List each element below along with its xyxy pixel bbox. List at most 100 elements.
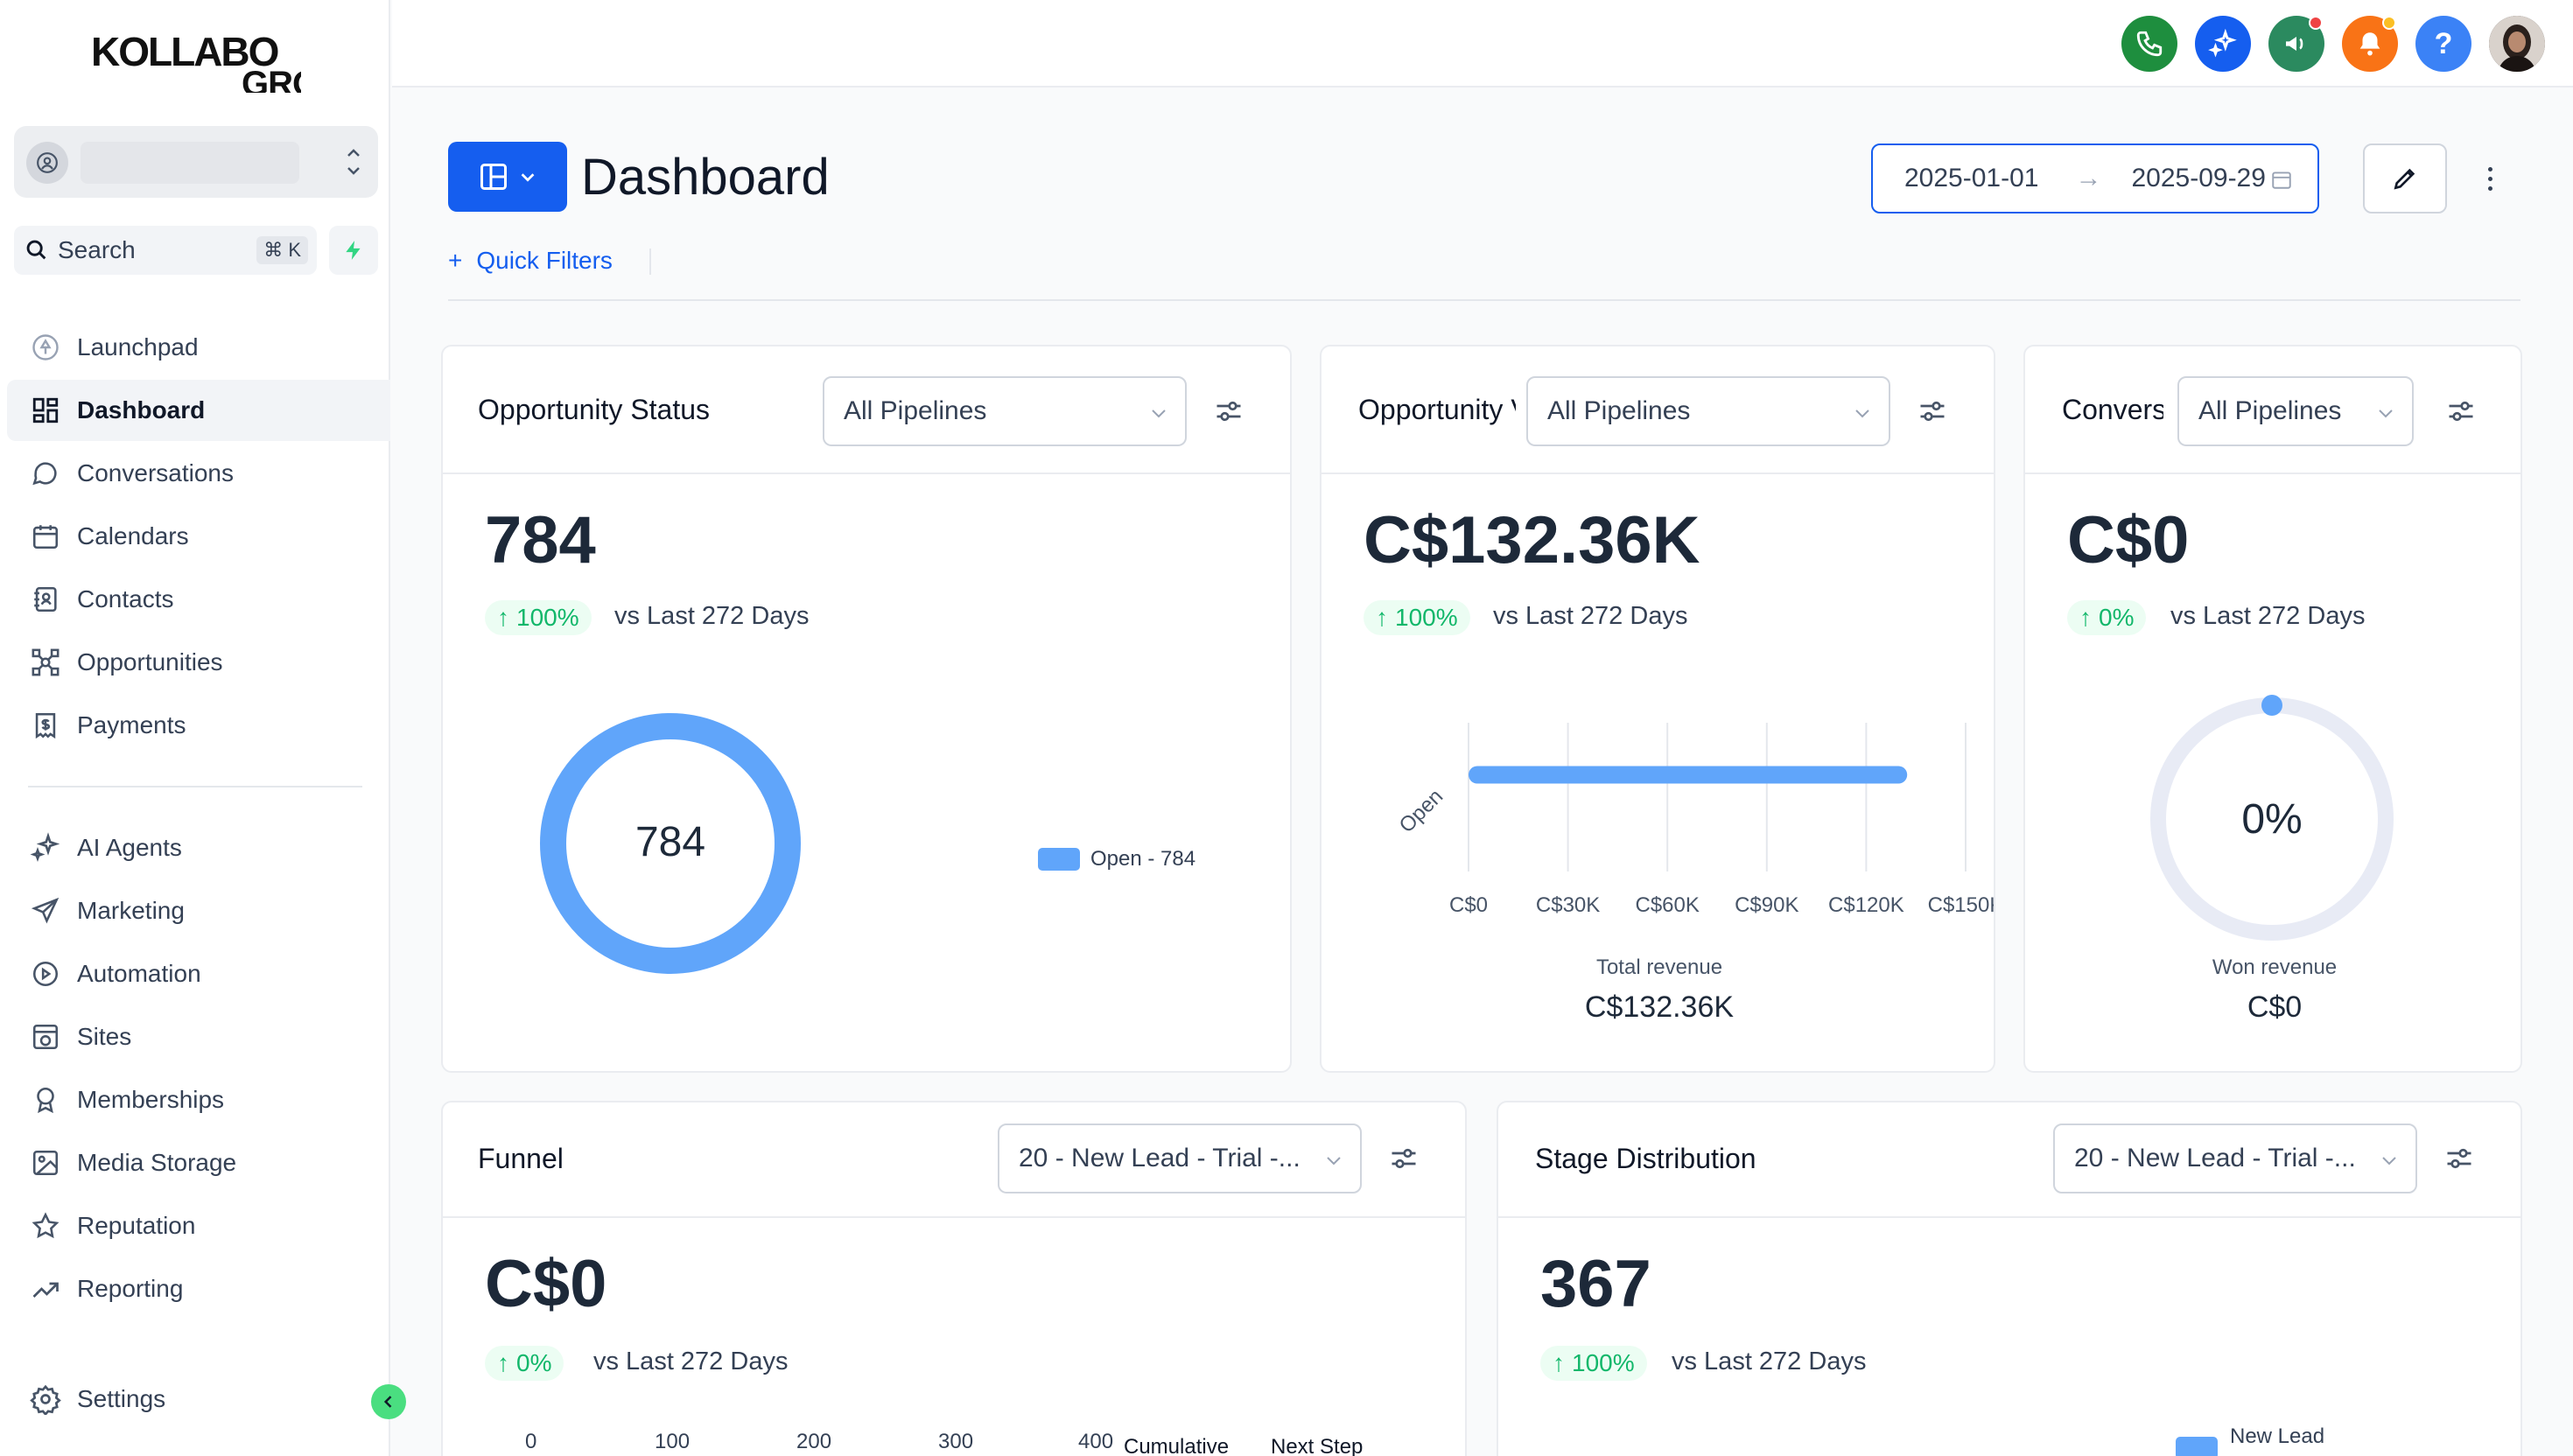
axis-tick: 0 [525, 1430, 537, 1453]
payments-receipt-icon [28, 708, 63, 743]
bar-open[interactable] [1469, 766, 1908, 784]
notifications-button[interactable] [2342, 16, 2398, 72]
chevron-down-icon [2382, 1157, 2396, 1166]
chat-bubble-icon [28, 456, 63, 491]
sidebar-item-memberships[interactable]: Memberships [7, 1069, 390, 1130]
gauge-indicator[interactable] [2261, 695, 2282, 716]
chevron-down-icon [521, 173, 535, 182]
footer-label: Won revenue [2212, 956, 2338, 979]
calendar-icon [2272, 172, 2291, 189]
filter-settings-icon[interactable] [1917, 396, 1948, 427]
help-icon: ? [2434, 26, 2453, 60]
card-title: Funnel [478, 1143, 564, 1174]
account-name [81, 142, 299, 184]
sidebar-item-ai-agents[interactable]: AI Agents [7, 817, 390, 878]
date-to[interactable]: 2025-09-29 [2131, 164, 2266, 192]
dashboard-switcher-button[interactable] [448, 142, 567, 212]
ai-assistant-button[interactable] [2195, 16, 2251, 72]
sidebar-item-dashboard[interactable]: Dashboard [7, 380, 390, 441]
chart-x-ticks: C$0 C$30K C$60K C$90K C$120K C$150K [1449, 893, 1995, 915]
pipeline-select[interactable]: All Pipelines [1526, 376, 1890, 446]
chevron-down-icon [1152, 410, 1166, 418]
date-range-picker[interactable]: 2025-01-01 → 2025-09-29 [1871, 144, 2319, 214]
quick-actions-button[interactable] [329, 226, 378, 275]
user-avatar[interactable] [2489, 16, 2545, 72]
sidebar: KOLLABO GROW Search ⌘ K Launchpad Dashbo… [0, 0, 390, 1456]
metric-value: 367 [1540, 1247, 1651, 1321]
brand-logo-line1: KOLLABO [91, 32, 279, 74]
filter-settings-icon[interactable] [1213, 396, 1244, 427]
sidebar-item-reputation[interactable]: Reputation [7, 1195, 390, 1256]
status-donut-chart: 784 [540, 713, 801, 974]
opportunity-value-card: Opportunity Value All Pipelines C$132.36… [1320, 345, 1995, 1073]
x-tick-label: C$150K [1928, 893, 1995, 915]
sidebar-item-label: Payments [77, 711, 186, 738]
account-switcher[interactable] [14, 126, 378, 198]
arrow-up-icon: ↑ [497, 604, 509, 631]
pipeline-select[interactable]: 20 - New Lead - Trial -... [2053, 1124, 2417, 1194]
ai-sparkle-icon [2208, 29, 2237, 58]
axis-tick: 100 [655, 1430, 691, 1453]
date-from[interactable]: 2025-01-01 [1904, 164, 2039, 192]
automation-icon [28, 956, 63, 991]
card-title: Opportunity Status [478, 394, 711, 425]
funnel-card: Funnel 20 - New Lead - Trial -... C$0 ↑ … [441, 1101, 1467, 1456]
sidebar-item-automation[interactable]: Automation [7, 943, 390, 1004]
filter-settings-icon[interactable] [2445, 396, 2477, 427]
sidebar-item-media-storage[interactable]: Media Storage [7, 1132, 390, 1194]
gauge-center-value: 0% [2241, 796, 2302, 843]
metric-value: C$0 [485, 1247, 607, 1321]
notification-dot [2382, 16, 2396, 30]
delta-badge: ↑ 0% [2067, 600, 2147, 635]
announcements-button[interactable] [2268, 16, 2324, 72]
pipeline-select[interactable]: All Pipelines [823, 376, 1187, 446]
footer-value: C$132.36K [1584, 990, 1735, 1024]
filter-settings-icon[interactable] [1388, 1143, 1420, 1174]
image-icon [28, 1145, 63, 1180]
sidebar-item-opportunities[interactable]: Opportunities [7, 632, 390, 693]
sidebar-item-label: Calendars [77, 522, 189, 550]
sidebar-item-conversations[interactable]: Conversations [7, 443, 390, 504]
collapse-sidebar-button[interactable] [371, 1384, 406, 1419]
sidebar-item-label: Launchpad [77, 333, 199, 360]
chart-y-categories: Open [1395, 785, 1448, 838]
divider [649, 248, 651, 275]
card-header: Opportunity Status All Pipelines [443, 346, 1290, 474]
sidebar-item-label: Settings [77, 1385, 166, 1412]
plus-icon: + [448, 247, 463, 274]
brand-logo[interactable]: KOLLABO GROW [91, 32, 301, 93]
comparison-label: vs Last 272 Days [614, 602, 810, 630]
quick-filters-button[interactable]: + Quick Filters [448, 247, 613, 275]
account-avatar-icon [26, 142, 68, 184]
axis-tick: 200 [796, 1430, 832, 1453]
sidebar-item-sites[interactable]: Sites [7, 1006, 390, 1068]
top-bar: ? [392, 0, 2573, 88]
donut-slice-open[interactable] [540, 713, 801, 974]
sidebar-item-contacts[interactable]: Contacts [7, 569, 390, 630]
sidebar-item-marketing[interactable]: Marketing [7, 880, 390, 942]
comparison-label: vs Last 272 Days [1493, 602, 1688, 630]
chevron-down-icon [2379, 410, 2393, 418]
sidebar-item-reporting[interactable]: Reporting [7, 1258, 390, 1320]
filter-settings-icon[interactable] [2443, 1143, 2475, 1174]
sidebar-item-settings[interactable]: Settings [7, 1368, 390, 1430]
arrow-up-icon: ↑ [497, 1349, 509, 1376]
sidebar-item-payments[interactable]: Payments [7, 695, 390, 756]
more-options-button[interactable] [2477, 159, 2503, 198]
phone-button[interactable] [2121, 16, 2177, 72]
sidebar-item-label: Dashboard [77, 396, 206, 424]
pipeline-select[interactable]: 20 - New Lead - Trial -... [998, 1124, 1362, 1194]
x-tick-label: C$90K [1735, 893, 1798, 915]
pipeline-select[interactable]: All Pipelines [2177, 376, 2414, 446]
delta-badge: ↑ 100% [1540, 1346, 1647, 1381]
edit-dashboard-button[interactable] [2363, 144, 2447, 214]
brand-logo-line2: GROW [242, 65, 301, 93]
search-bar[interactable]: Search ⌘ K [14, 226, 317, 275]
category-label: Open [1395, 785, 1448, 838]
sidebar-item-calendars[interactable]: Calendars [7, 506, 390, 567]
delta-value: 0% [2099, 604, 2135, 631]
sidebar-item-launchpad[interactable]: Launchpad [7, 317, 390, 378]
comparison-label: vs Last 272 Days [1672, 1348, 1867, 1376]
help-button[interactable]: ? [2415, 16, 2471, 72]
legend-swatch [1038, 848, 1080, 871]
